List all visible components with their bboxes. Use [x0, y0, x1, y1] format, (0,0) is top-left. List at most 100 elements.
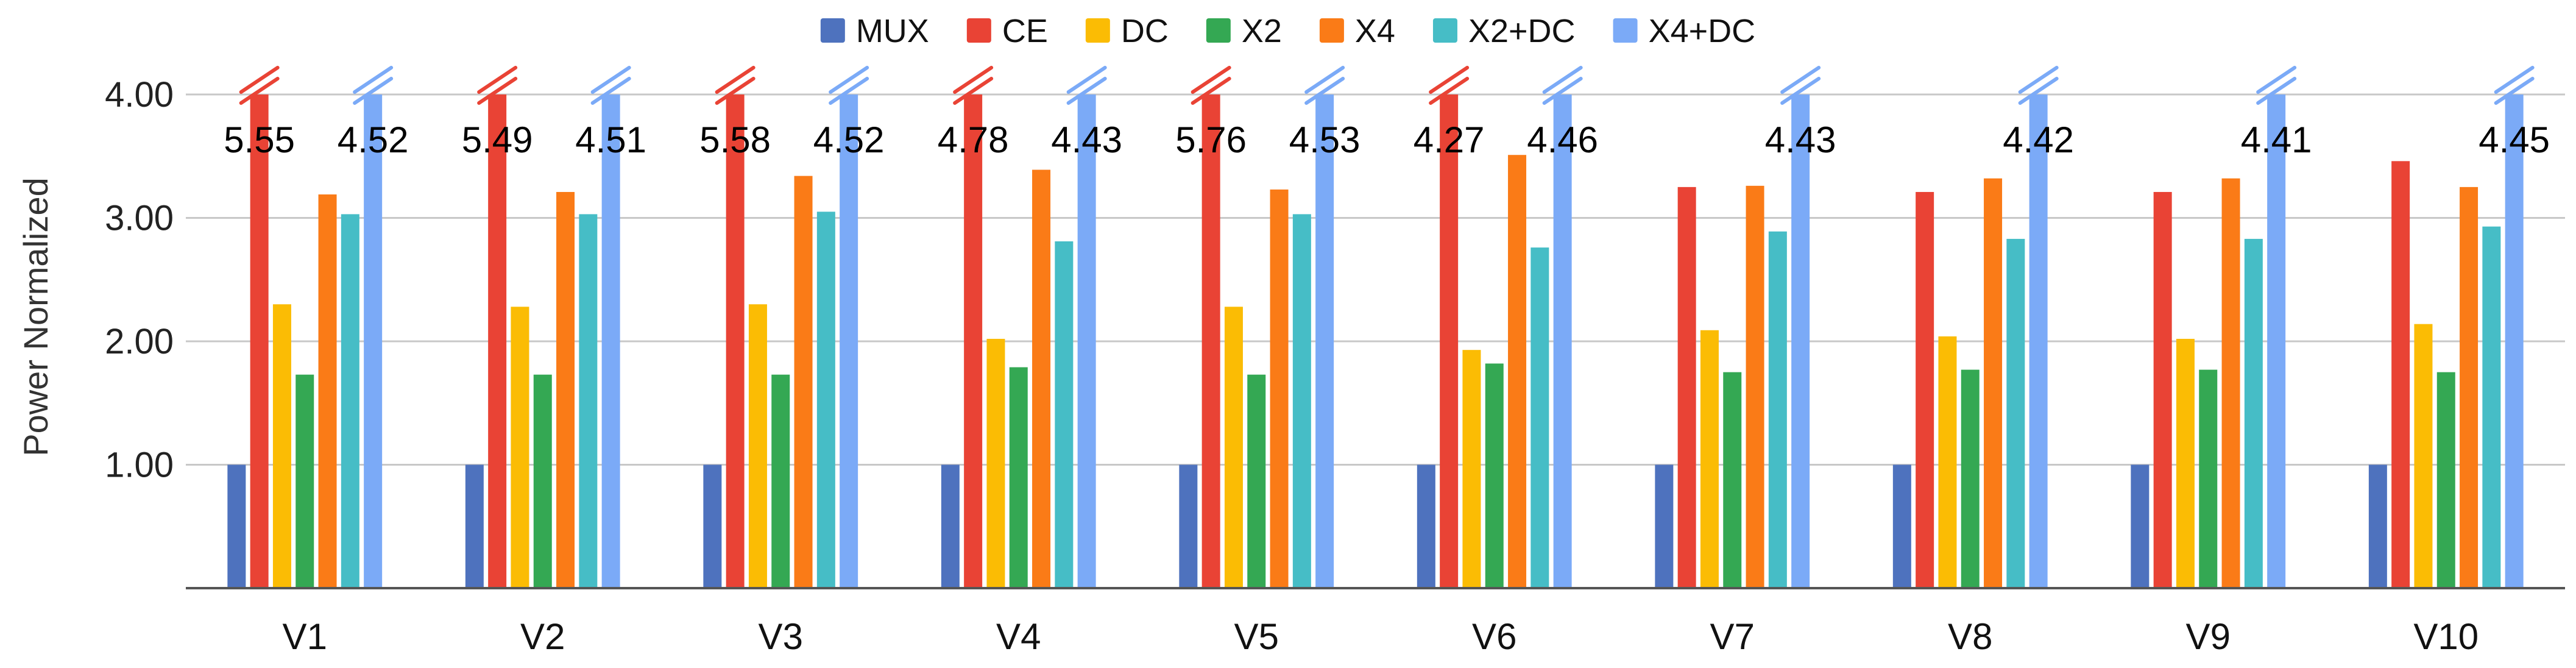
- x-tick-label: V9: [2186, 616, 2231, 657]
- bar-v1-ce: [250, 94, 269, 588]
- axis-break-mark: [2494, 77, 2535, 105]
- x-axis-labels: V1 V2 V3 V4 V5 V6 V7 V8 V9 V10: [283, 616, 2479, 657]
- axis-break-mark: [1304, 66, 1345, 94]
- bar-v1-mux: [227, 464, 246, 588]
- axis-break-mark: [2018, 77, 2059, 105]
- axis-break-mark: [1429, 77, 1470, 105]
- y-tick-label: 3.00: [105, 199, 174, 238]
- bar-v4-x2: [1009, 367, 1028, 588]
- axis-break-mark: [1780, 77, 1821, 105]
- axis-break-mark: [2018, 66, 2059, 94]
- bar-v7-dc: [1700, 330, 1719, 588]
- bar-v6-mux: [1417, 464, 1435, 588]
- legend-label: DC: [1121, 13, 1169, 49]
- bar-v6-x4: [1508, 155, 1527, 589]
- bar-v2-mux: [465, 464, 484, 588]
- bars: [227, 94, 2524, 589]
- bar-v1-x2: [295, 374, 314, 588]
- legend-label: MUX: [856, 13, 929, 49]
- bar-v4-ce: [964, 94, 983, 588]
- bar-v7-x4-plus-dc: [1791, 94, 1810, 588]
- axis-break-mark: [1191, 66, 1231, 94]
- bar-v7-ce: [1677, 187, 1696, 588]
- axis-break-mark: [590, 77, 631, 105]
- bar-v10-x2-plus-dc: [2482, 226, 2501, 588]
- bar-v3-x2: [771, 374, 790, 588]
- axis-break-markers: [239, 66, 2535, 105]
- legend-swatch: [1319, 18, 1344, 43]
- x-tick-label: V7: [1710, 616, 1755, 657]
- bar-v9-dc: [2176, 338, 2195, 588]
- bar-v2-dc: [511, 307, 529, 588]
- bar-v3-x4: [794, 176, 813, 588]
- axis-break-mark: [477, 77, 518, 105]
- data-label: 4.53: [1289, 119, 1361, 160]
- legend-label: X2: [1242, 13, 1282, 49]
- bar-v10-x2: [2436, 372, 2455, 588]
- bar-v10-x4-plus-dc: [2505, 94, 2524, 588]
- bar-v2-ce: [488, 94, 507, 588]
- bar-v6-x2: [1485, 363, 1504, 588]
- bar-v5-ce: [1201, 94, 1220, 588]
- bar-v7-mux: [1655, 464, 1674, 588]
- bar-v4-x4-plus-dc: [1077, 94, 1096, 588]
- bar-v1-x4-plus-dc: [364, 94, 383, 588]
- data-labels: 5.55 4.52 5.49 4.51 5.58 4.52 4.78 4.43 5.76 4.53…: [224, 119, 2550, 160]
- x-tick-label: V8: [1948, 616, 1992, 657]
- data-label: 4.46: [1527, 119, 1598, 160]
- data-label: 4.43: [1051, 119, 1122, 160]
- axis-break-mark: [590, 66, 631, 94]
- bar-v9-x2-plus-dc: [2244, 238, 2263, 588]
- x-tick-label: V6: [1472, 616, 1516, 657]
- bar-v6-ce: [1440, 94, 1459, 588]
- y-tick-label: 4.00: [105, 75, 174, 115]
- bar-v9-x4-plus-dc: [2267, 94, 2286, 588]
- legend-swatch: [1206, 18, 1231, 43]
- bar-v7-x2-plus-dc: [1768, 231, 1787, 588]
- bar-v5-x2-plus-dc: [1292, 214, 1311, 588]
- legend-swatch: [820, 18, 845, 43]
- data-label: 5.55: [224, 119, 295, 160]
- axis-break-mark: [1191, 77, 1231, 105]
- legend-swatch: [1613, 18, 1638, 43]
- axis-break-mark: [239, 66, 280, 94]
- x-tick-label: V1: [283, 616, 327, 657]
- bar-v10-x4: [2460, 187, 2479, 588]
- axis-break-mark: [715, 66, 755, 94]
- axis-break-mark: [953, 77, 994, 105]
- x-tick-label: V2: [520, 616, 565, 657]
- bar-v2-x4: [556, 191, 575, 589]
- bar-v3-ce: [726, 94, 745, 588]
- bar-v6-x4-plus-dc: [1553, 94, 1572, 588]
- bar-v9-x4: [2221, 178, 2240, 588]
- bar-v5-dc: [1224, 307, 1243, 588]
- bar-v6-x2-plus-dc: [1530, 247, 1549, 589]
- x-tick-label: V3: [759, 616, 803, 657]
- axis-break-mark: [829, 66, 869, 94]
- bar-v5-x4-plus-dc: [1315, 94, 1334, 588]
- data-label: 4.51: [575, 119, 646, 160]
- legend-swatch: [1432, 18, 1457, 43]
- bar-v8-x2: [1961, 369, 1980, 588]
- axis-break-mark: [239, 77, 280, 105]
- data-label: 4.42: [2003, 119, 2074, 160]
- axis-break-mark: [1429, 66, 1470, 94]
- bar-v8-x4-plus-dc: [2029, 94, 2048, 588]
- y-tick-label: 1.00: [105, 446, 174, 485]
- y-tick-label: 2.00: [105, 322, 174, 361]
- x-tick-label: V10: [2413, 616, 2479, 657]
- legend-label: X2+DC: [1468, 13, 1576, 49]
- axis-break-mark: [1780, 66, 1821, 94]
- x-tick-label: V5: [1234, 616, 1279, 657]
- bar-v6-dc: [1462, 350, 1481, 588]
- bar-v7-x4: [1746, 185, 1764, 589]
- axis-break-mark: [1542, 66, 1583, 94]
- legend-label: X4+DC: [1649, 13, 1756, 49]
- bar-v3-mux: [703, 464, 722, 588]
- bar-v4-x4: [1032, 169, 1051, 588]
- axis-break-mark: [1304, 77, 1345, 105]
- axis-break-mark: [353, 66, 394, 94]
- bar-v8-x4: [1984, 178, 2003, 588]
- y-axis-label: Power Normalized: [16, 177, 55, 457]
